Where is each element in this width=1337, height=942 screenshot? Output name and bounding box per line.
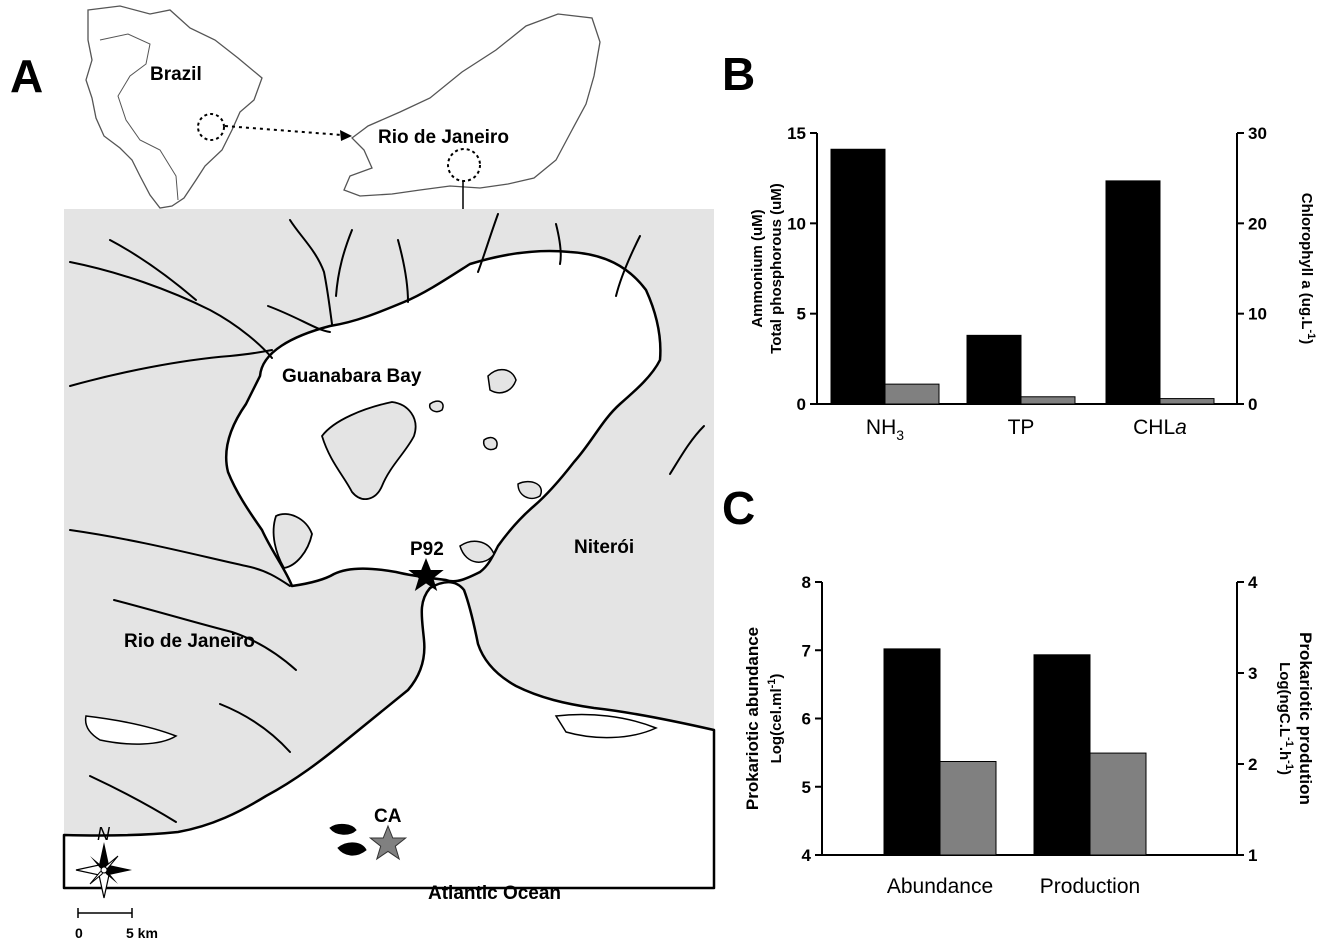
chart-c-left-axis-title-line2: Log(cel.ml-1): [766, 674, 785, 764]
inset-locator-arrow-head: [340, 130, 352, 141]
chart-b-bar-tp-s1: [966, 334, 1022, 405]
west-peninsula: [272, 513, 313, 569]
compass-north-label: N: [97, 824, 111, 844]
panel-a-map: A Brazil Rio de Janeiro: [10, 5, 716, 941]
small-island-5: [428, 400, 444, 413]
inset-locator-circle-rio: [447, 148, 481, 182]
station-p92-star-icon: [408, 558, 444, 591]
south-america-outline: [85, 5, 263, 209]
small-island-4: [459, 540, 495, 563]
rivers: [69, 213, 705, 823]
chart-c-left-tick-label: 5: [802, 778, 811, 797]
chart-b-right-tick-label: 20: [1248, 214, 1267, 233]
label-station-p92: P92: [410, 539, 444, 560]
chart-b-left-tick-label: 5: [797, 305, 806, 324]
panel-letter-c: C: [722, 482, 755, 534]
chart-b-right-tick-label: 10: [1248, 305, 1267, 324]
small-island-1: [487, 368, 517, 394]
governador-island: [321, 401, 417, 500]
label-rio-city: Rio de Janeiro: [124, 631, 255, 652]
scale-end-label: 5 km: [126, 925, 158, 941]
chart-b-bar-chla-s2: [1159, 398, 1215, 405]
panel-letter-b: B: [722, 48, 755, 100]
label-station-ca: CA: [374, 806, 402, 827]
chart-b-left-tick-label: 15: [787, 124, 806, 143]
label-atlantic-ocean: Atlantic Ocean: [428, 883, 561, 904]
chart-b-bar-nh3-s1: [830, 148, 886, 405]
chart-c-left-tick-label: 8: [802, 573, 811, 592]
chart-b-category-label: CHLa: [1133, 416, 1187, 439]
panel-b-chart: B 0 5 10 15 0 10 20 30 NH3 TP CHLa Ammonium (uM) Tot…: [722, 48, 1317, 443]
small-island-3: [517, 480, 543, 500]
chart-b-plot: 0 5 10 15 0 10 20 30 NH3 TP CHLa Ammonium (uM) Total…: [749, 124, 1317, 443]
chart-b-left-tick-label: 0: [797, 395, 806, 414]
label-brazil: Brazil: [150, 64, 202, 85]
label-rio-state: Rio de Janeiro: [378, 127, 509, 148]
chart-c-left-tick-label: 6: [802, 710, 811, 729]
scale-zero-label: 0: [75, 925, 83, 941]
station-ca-star-icon: [368, 824, 408, 861]
rio-state-outline: [343, 13, 601, 197]
chart-c-plot: 4 5 6 7 8 1 2 3 4 Abundance Production Prokariotic …: [743, 573, 1315, 898]
label-guanabara-bay: Guanabara Bay: [282, 366, 422, 387]
scale-bar: [77, 908, 133, 918]
chart-c-bar-production-s1: [1033, 654, 1091, 856]
chart-c-category-label: Abundance: [887, 875, 993, 898]
guanabara-bay-water: [224, 249, 662, 588]
east-lagoon: [554, 713, 658, 739]
chart-b-right-tick-label: 0: [1248, 395, 1257, 414]
chart-b-bar-tp-s2: [1020, 396, 1076, 405]
chart-c-left-tick-label: 7: [802, 641, 811, 660]
panel-letter-a: A: [10, 50, 43, 102]
small-island-2: [482, 436, 498, 451]
chart-c-bar-production-s2: [1089, 752, 1147, 856]
chart-c-right-axis-title-line2: Log(ngC.L-1.h-1): [1276, 662, 1295, 775]
atlantic-ocean-water: [62, 581, 716, 890]
chart-b-right-tick-label: 30: [1248, 124, 1267, 143]
chart-c-category-label: Production: [1040, 875, 1140, 898]
chart-c-bar-abundance-s1: [883, 648, 941, 856]
chart-c-left-tick-label: 4: [802, 846, 812, 865]
panel-c-chart: C 4 5 6 7 8 1 2 3 4 Abundance Production Prokarioti…: [722, 482, 1315, 898]
chart-c-left-axis-title-line1: Prokariotic abundance: [743, 627, 762, 810]
chart-c-bar-abundance-s2: [939, 760, 997, 856]
chart-c-right-tick-label: 4: [1248, 573, 1258, 592]
offshore-islands: [329, 823, 367, 856]
chart-c-right-tick-label: 1: [1248, 846, 1257, 865]
chart-c-right-axis-title-line1: Prokariotic prodution: [1296, 632, 1315, 805]
chart-b-right-axis-title: Chlorophyll a (ug.L-1): [1298, 193, 1317, 344]
chart-b-category-label: NH3: [866, 416, 904, 443]
brazil-border: [99, 33, 179, 201]
inset-locator-circle-brazil: [197, 113, 225, 141]
chart-b-bar-chla-s1: [1105, 180, 1161, 405]
chart-b-bar-nh3-s2: [884, 383, 940, 405]
chart-b-category-label: TP: [1008, 416, 1035, 439]
inset-locator-arrow-dotted: [224, 125, 343, 136]
coastal-lagoon: [84, 715, 178, 745]
chart-b-left-tick-label: 10: [787, 214, 806, 233]
compass-rose-icon: [75, 842, 132, 899]
chart-b-left-axis-title-line1: Ammonium (uM): [749, 209, 766, 327]
chart-c-right-tick-label: 2: [1248, 755, 1257, 774]
label-niteroi: Niterói: [574, 537, 634, 558]
chart-b-left-axis-title-line2: Total phosphorous (uM): [768, 183, 785, 354]
chart-c-right-tick-label: 3: [1248, 664, 1257, 683]
